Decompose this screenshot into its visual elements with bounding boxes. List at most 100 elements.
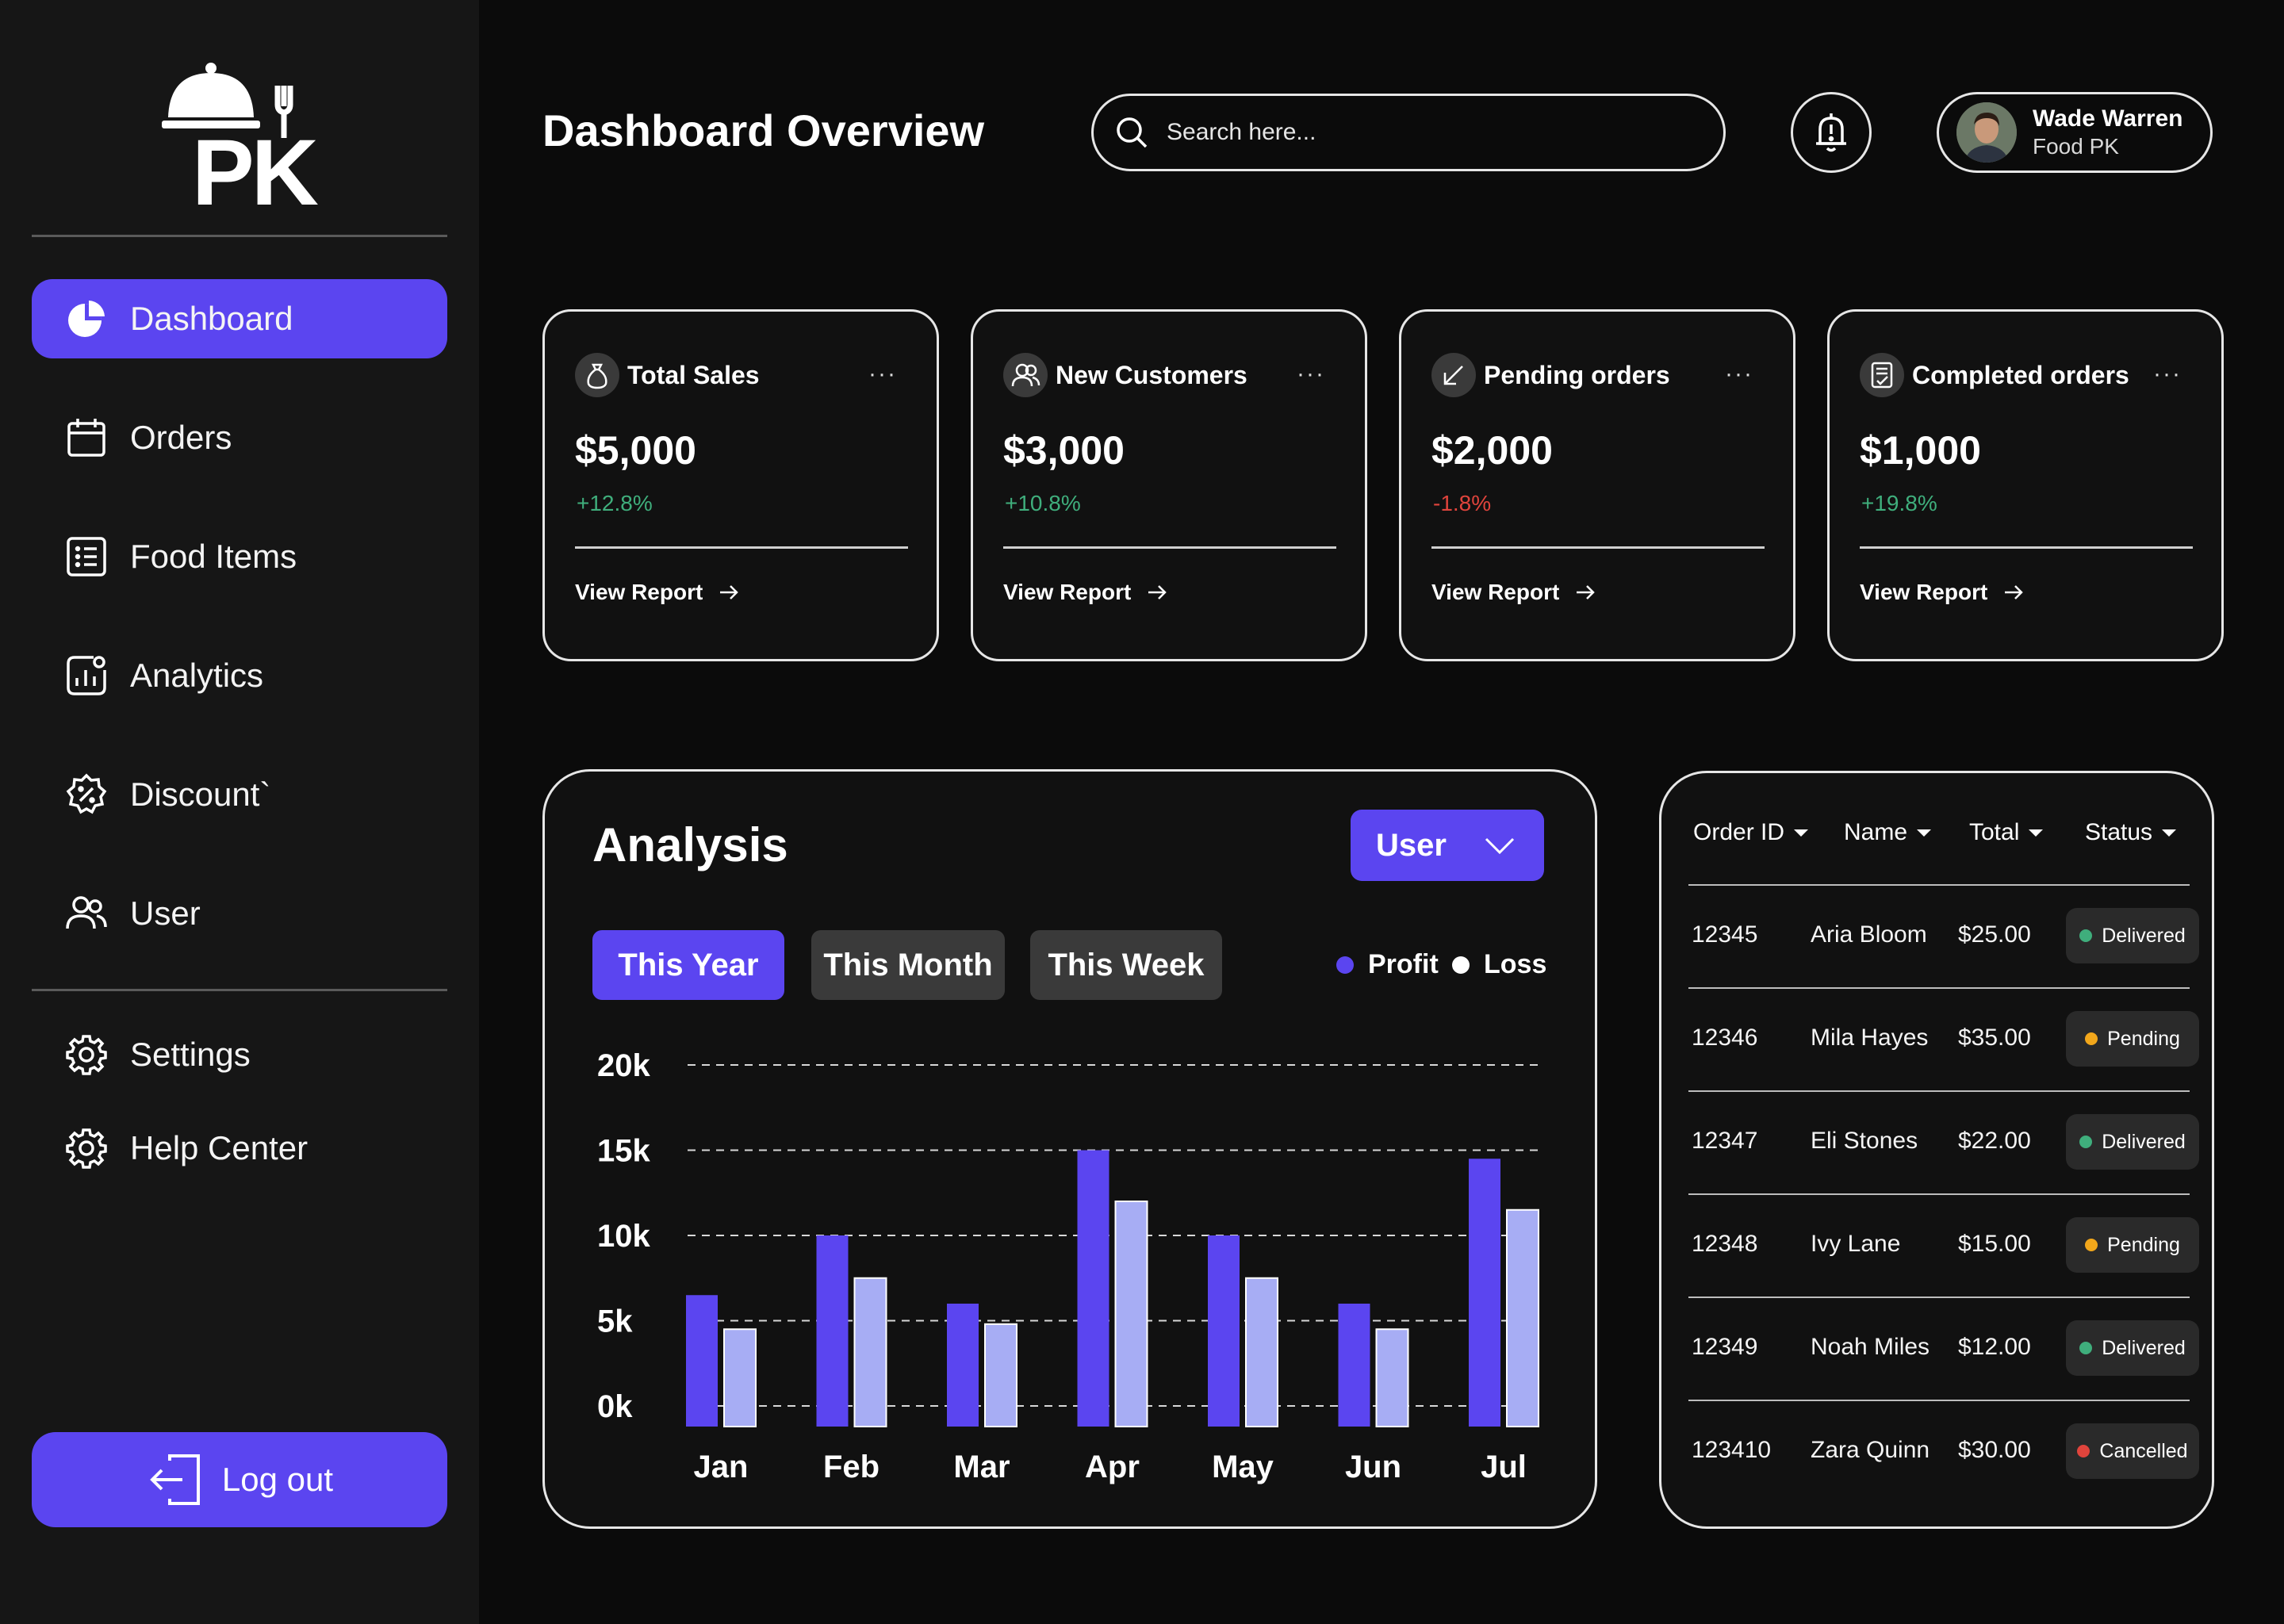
search-box[interactable] — [1091, 94, 1726, 171]
card-title: Pending orders — [1484, 360, 1670, 389]
x-tick-label: Jan — [694, 1450, 749, 1484]
bell-icon — [1816, 113, 1846, 152]
notification-button[interactable] — [1791, 92, 1872, 173]
user-profile[interactable]: Wade Warren Food PK — [1937, 92, 2213, 173]
view-report-label: View Report — [1860, 580, 1988, 604]
order-name-cell: Aria Bloom — [1811, 921, 1927, 948]
sidebar-item-food-items[interactable]: Food Items — [32, 517, 447, 596]
column-header-status[interactable]: Status — [2085, 819, 2177, 846]
legend-profit: Profit — [1336, 949, 1439, 980]
more-options-button[interactable]: ··· — [2153, 361, 2182, 387]
user-name: Wade Warren — [2033, 105, 2183, 132]
analytics-icon — [65, 654, 108, 697]
column-header-order-id[interactable]: Order ID — [1693, 819, 1809, 846]
order-id-cell: 12348 — [1692, 1231, 1758, 1257]
card-value: $5,000 — [575, 428, 696, 473]
sidebar-divider — [32, 235, 447, 237]
gear-icon — [65, 1033, 108, 1076]
money-bag-icon — [575, 353, 619, 397]
sidebar-item-label: User — [130, 894, 201, 932]
sidebar-item-discount[interactable]: Discount` — [32, 755, 447, 834]
order-id-cell: 12349 — [1692, 1334, 1758, 1360]
stat-card-completed-orders: Completed orders ··· $1,000 +19.8% View … — [1827, 309, 2224, 661]
arrow-right-icon — [1148, 585, 1167, 599]
status-badge: Cancelled — [2066, 1423, 2199, 1479]
arrow-down-left-icon — [1431, 353, 1476, 397]
sidebar-item-help-center[interactable]: Help Center — [32, 1109, 447, 1188]
row-divider — [1688, 884, 2190, 886]
row-divider — [1688, 1193, 2190, 1195]
sidebar-item-label: Settings — [130, 1036, 251, 1073]
view-report-link[interactable]: View Report — [1431, 580, 1597, 605]
status-label: Cancelled — [2099, 1439, 2188, 1462]
bar-loss-jan — [723, 1328, 757, 1427]
stat-card-pending-orders: Pending orders ··· $2,000 -1.8% View Rep… — [1399, 309, 1795, 661]
order-total-cell: $12.00 — [1958, 1334, 2031, 1360]
order-name-cell: Ivy Lane — [1811, 1231, 1901, 1257]
legend-swatch — [1336, 956, 1354, 974]
view-report-link[interactable]: View Report — [1003, 580, 1169, 605]
y-tick-label: 15k — [597, 1134, 650, 1169]
card-value: $2,000 — [1431, 428, 1553, 473]
bar-loss-may — [1245, 1277, 1278, 1427]
view-report-label: View Report — [575, 580, 703, 604]
more-options-button[interactable]: ··· — [1297, 361, 1325, 387]
row-divider — [1688, 1400, 2190, 1401]
order-id-cell: 12345 — [1692, 921, 1758, 948]
order-total-cell: $25.00 — [1958, 921, 2031, 948]
tab-this-year[interactable]: This Year — [592, 930, 784, 1000]
card-divider — [1431, 546, 1765, 549]
sidebar-item-label: Dashboard — [130, 300, 293, 337]
status-dot — [2079, 1136, 2093, 1148]
bar-profit-may — [1208, 1235, 1240, 1427]
more-options-button[interactable]: ··· — [868, 361, 897, 387]
sidebar-item-orders[interactable]: Orders — [32, 398, 447, 477]
card-title: Total Sales — [627, 360, 760, 389]
card-title: Completed orders — [1912, 360, 2129, 389]
brand-logo: PK — [162, 62, 319, 225]
sidebar: PK Dashboard Orders Food Items Analytics… — [0, 0, 479, 1624]
tab-this-month[interactable]: This Month — [811, 930, 1005, 1000]
x-tick-label: Jul — [1481, 1450, 1527, 1484]
stat-card-total-sales: Total Sales ··· $5,000 +12.8% View Repor… — [542, 309, 939, 661]
analysis-panel: 20k 15k 10k 5k 0k Jan Feb Mar Apr May Jun Jul Analy… — [542, 769, 1597, 1529]
sidebar-item-label: Help Center — [130, 1129, 308, 1166]
view-report-link[interactable]: View Report — [575, 580, 741, 605]
status-label: Delivered — [2102, 924, 2186, 947]
card-divider — [1860, 546, 2193, 549]
logo-text: PK — [192, 121, 319, 225]
card-change: +19.8% — [1861, 491, 1937, 515]
status-badge: Delivered — [2066, 908, 2199, 963]
search-input[interactable] — [1167, 119, 1674, 146]
sidebar-item-analytics[interactable]: Analytics — [32, 636, 447, 715]
stat-card-new-customers: New Customers ··· $3,000 +10.8% View Rep… — [971, 309, 1367, 661]
users-icon — [65, 892, 108, 935]
search-icon — [1117, 117, 1148, 148]
column-header-total[interactable]: Total — [1969, 819, 2044, 846]
x-tick-label: May — [1212, 1450, 1274, 1484]
legend-loss: Loss — [1452, 949, 1546, 980]
sidebar-item-settings[interactable]: Settings — [32, 1015, 447, 1094]
logout-button[interactable]: Log out — [32, 1432, 447, 1527]
sidebar-item-dashboard[interactable]: Dashboard — [32, 279, 447, 358]
tab-this-week[interactable]: This Week — [1030, 930, 1222, 1000]
arrow-right-icon — [2005, 585, 2024, 599]
sidebar-item-user[interactable]: User — [32, 874, 447, 953]
sidebar-divider — [32, 989, 447, 991]
legend-label: Loss — [1484, 949, 1547, 979]
row-divider — [1688, 987, 2190, 989]
user-select-dropdown[interactable]: User — [1351, 810, 1544, 881]
caret-down-icon — [2029, 829, 2044, 837]
column-header-name[interactable]: Name — [1844, 819, 1932, 846]
orders-table: Order ID Name Total Status 12345 Aria Blo… — [1659, 771, 2214, 1529]
bar-profit-jan — [686, 1295, 718, 1427]
status-badge: Pending — [2066, 1217, 2199, 1273]
users-icon — [1003, 353, 1048, 397]
order-total-cell: $30.00 — [1958, 1437, 2031, 1463]
sidebar-item-label: Analytics — [130, 657, 264, 694]
more-options-button[interactable]: ··· — [1725, 361, 1753, 387]
card-divider — [575, 546, 908, 549]
view-report-link[interactable]: View Report — [1860, 580, 2025, 605]
user-subtitle: Food PK — [2033, 134, 2119, 159]
order-name-cell: Zara Quinn — [1811, 1437, 1930, 1463]
